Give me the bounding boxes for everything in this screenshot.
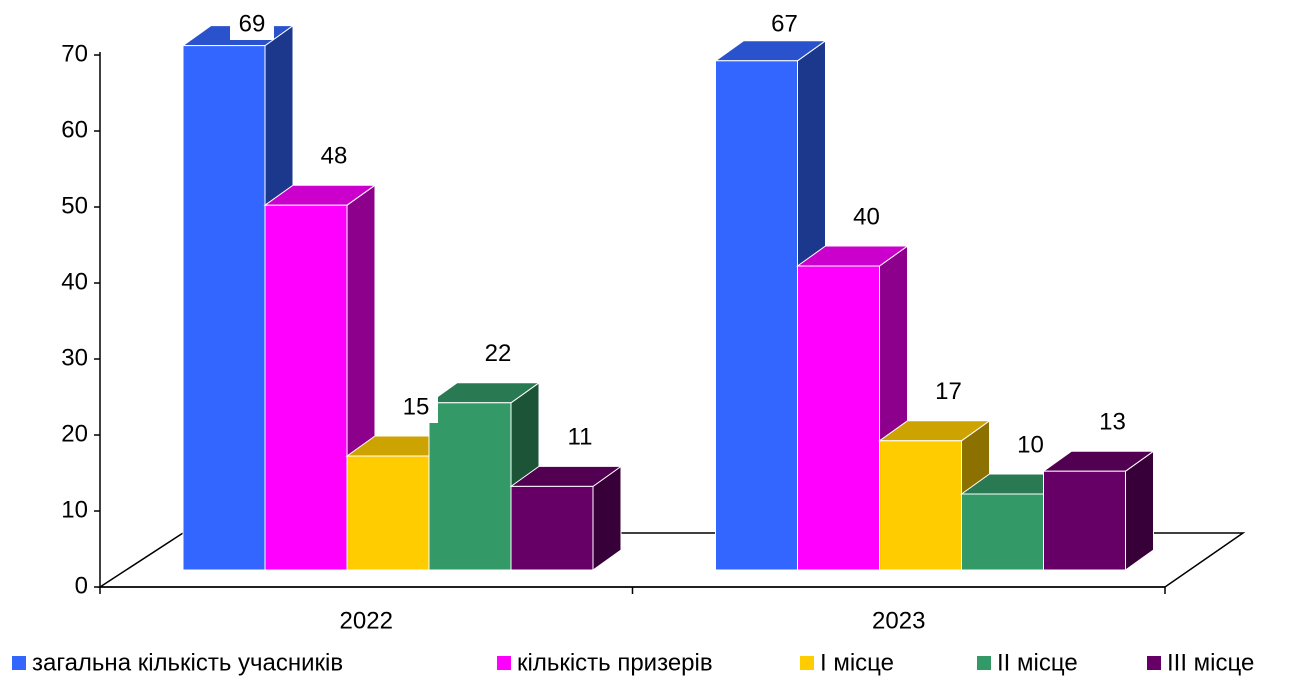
bar (1041, 450, 1156, 571)
legend-swatch (497, 656, 511, 670)
bar-front (879, 440, 962, 571)
data-label-bg (926, 377, 971, 408)
bar (509, 465, 623, 571)
bar-front (715, 60, 798, 571)
data-label: 67 (771, 10, 798, 37)
data-label-bg (1008, 431, 1053, 461)
x-tick-label: 2023 (872, 607, 925, 634)
y-tick-label: 40 (61, 268, 88, 295)
bar-front (264, 204, 348, 571)
data-label: 48 (321, 143, 348, 170)
x-tick-label: 2022 (340, 607, 393, 634)
data-label: 17 (935, 378, 962, 405)
y-tick-label: 0 (75, 572, 88, 599)
data-label: 10 (1017, 431, 1044, 458)
data-label: 13 (1099, 409, 1126, 436)
bar-front (510, 485, 594, 571)
y-tick-label: 60 (61, 116, 88, 143)
data-label-bg (312, 142, 356, 173)
data-label: 22 (485, 340, 512, 367)
y-tick-label: 20 (61, 420, 88, 447)
data-label-bg (394, 393, 438, 423)
legend-label: III місце (1167, 649, 1254, 676)
legend-swatch (1147, 656, 1161, 670)
data-label-bg (230, 10, 274, 40)
legend-label: загальна кількість учасників (32, 649, 343, 676)
data-label: 11 (568, 424, 593, 451)
bar-front (182, 45, 266, 571)
bar-front (346, 455, 430, 571)
bar (181, 24, 295, 571)
data-label-bg (844, 203, 889, 233)
data-label-bg (476, 339, 520, 370)
bar-front (797, 265, 880, 571)
bar-front (961, 493, 1044, 571)
legend-swatch (12, 656, 26, 670)
legend-label: кількість призерів (517, 649, 713, 676)
data-label: 15 (403, 393, 430, 420)
legend-swatch (800, 656, 814, 670)
y-tick-label: 10 (61, 496, 88, 523)
legend-label: II місце (997, 649, 1078, 676)
legend-label: I місце (820, 649, 894, 676)
data-label-bg (1090, 408, 1135, 439)
y-tick-label: 30 (61, 344, 88, 371)
data-label: 69 (239, 10, 266, 37)
bar-front (428, 402, 512, 571)
y-tick-label: 70 (61, 40, 88, 67)
bar-side (1125, 450, 1154, 571)
bar (795, 245, 910, 571)
data-label-bg (558, 423, 602, 454)
data-label-bg (762, 10, 807, 40)
bar-front (1043, 470, 1126, 571)
legend-swatch (977, 656, 991, 670)
data-label: 40 (853, 203, 880, 230)
y-tick-label: 50 (61, 192, 88, 219)
